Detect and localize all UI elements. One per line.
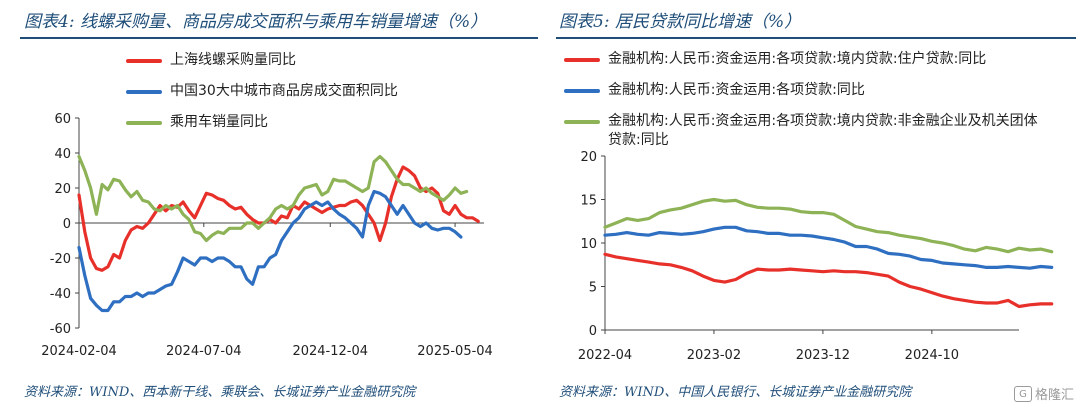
y-tick-label: 5: [589, 281, 597, 296]
right-source-note: 资料来源：WIND、中国人民银行、长城证券产业金融研究院: [559, 385, 912, 400]
legend-label-housing: 中国30大中城市商品房成交面积同比: [170, 83, 398, 99]
y-tick-label: -40: [50, 287, 71, 302]
y-tick-label: 0: [589, 324, 597, 339]
left-chart-panel: 图表4: 线螺采购量、商品房成交面积与乘用车销量增速（%） 上海线螺采购量同比 …: [20, 12, 538, 400]
legend-swatch-steel: [126, 59, 162, 63]
y-tick-label: 40: [54, 147, 71, 162]
x-tick-label: 2024-02-04: [41, 344, 117, 359]
legend-label-corporate: 金融机构:人民币:资金运用:各项贷款:境内贷款:非金融企业及机关团体贷款:同比: [608, 113, 1038, 148]
left-legend: 上海线螺采购量同比 中国30大中城市商品房成交面积同比 乘用车销量同比: [126, 51, 398, 144]
y-tick-label: 10: [580, 237, 597, 252]
watermark: G 格隆汇: [1013, 384, 1074, 403]
legend-item-total-loans: 金融机构:人民币:资金运用:各项贷款:同比: [564, 81, 1069, 100]
legend-label-car: 乘用车销量同比: [170, 114, 268, 130]
y-tick-label: 0: [63, 217, 71, 232]
legend-swatch-household: [564, 58, 600, 62]
watermark-logo-icon: G: [1013, 385, 1032, 402]
watermark-text: 格隆汇: [1034, 388, 1074, 403]
legend-label-steel: 上海线螺采购量同比: [170, 52, 296, 68]
legend-item-steel: 上海线螺采购量同比: [126, 51, 398, 70]
legend-label-total-loans: 金融机构:人民币:资金运用:各项贷款:同比: [608, 82, 865, 98]
right-chart-title: 图表5: 居民贷款同比增速（%）: [559, 12, 802, 32]
legend-item-car: 乘用车销量同比: [126, 113, 398, 132]
x-tick-label: 2023-02: [687, 348, 741, 363]
x-tick-label: 2023-12: [796, 348, 850, 363]
series-line-3: [77, 154, 469, 243]
x-tick-label: 2024-12-04: [292, 344, 368, 359]
legend-item-household: 金融机构:人民币:资金运用:各项贷款:境内贷款:住户贷款:同比: [564, 50, 1069, 69]
y-tick-label: 20: [580, 150, 597, 165]
legend-swatch-total-loans: [564, 89, 600, 93]
series-line-2: [603, 225, 1054, 270]
right-title-rule: [556, 37, 1076, 39]
series-line-3: [603, 197, 1054, 254]
series-line-2: [77, 189, 463, 313]
series-line-1: [603, 252, 1054, 309]
right-legend: 金融机构:人民币:资金运用:各项贷款:境内贷款:住户贷款:同比 金融机构:人民币…: [564, 50, 1069, 162]
x-tick-label: 2022-04: [578, 348, 632, 363]
right-line-chart: 0 5 10 15 20 2022-04 2023-02 2023-12 2024-10: [578, 150, 1054, 363]
series-line-1: [77, 165, 480, 272]
legend-item-corporate: 金融机构:人民币:资金运用:各项贷款:境内贷款:非金融企业及机关团体贷款:同比: [564, 112, 1069, 150]
y-tick-label: 15: [580, 194, 597, 209]
y-tick-label: 20: [54, 182, 71, 197]
left-title-rule: [20, 37, 538, 39]
y-tick-label: -60: [50, 322, 71, 337]
left-line-chart: -60 -40 -20 0 20 40 60 2024-02-04 2024-07-04 2024…: [41, 112, 493, 359]
legend-label-household: 金融机构:人民币:资金运用:各项贷款:境内贷款:住户贷款:同比: [608, 51, 987, 67]
legend-swatch-corporate: [564, 120, 600, 124]
x-tick-label: 2025-05-04: [417, 344, 493, 359]
y-tick-label: -20: [50, 252, 71, 267]
x-tick-label: 2024-07-04: [166, 344, 242, 359]
y-tick-label: 60: [54, 112, 71, 127]
left-chart-title: 图表4: 线螺采购量、商品房成交面积与乘用车销量增速（%）: [24, 12, 488, 32]
x-tick-label: 2024-10: [905, 348, 959, 363]
legend-swatch-housing: [126, 90, 162, 94]
left-source-note: 资料来源：WIND、西本新干线、乘联会、长城证券产业金融研究院: [24, 385, 416, 400]
legend-item-housing: 中国30大中城市商品房成交面积同比: [126, 82, 398, 101]
right-chart-panel: 图表5: 居民贷款同比增速（%） 金融机构:人民币:资金运用:各项贷款:境内贷款…: [549, 0, 1080, 411]
legend-swatch-car: [126, 121, 162, 125]
